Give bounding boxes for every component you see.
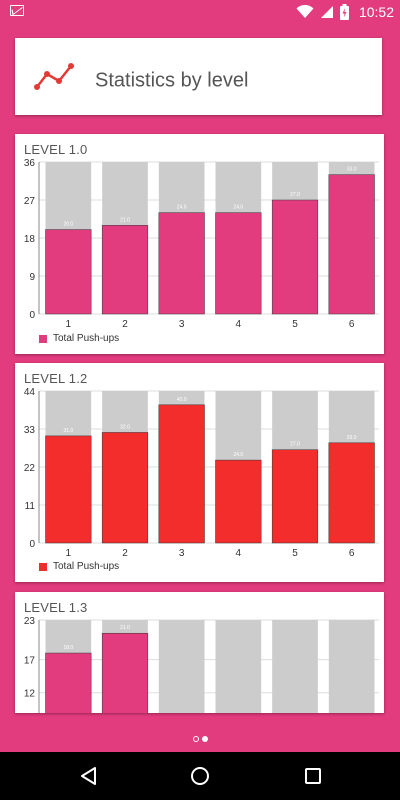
chart-legend: Total Push-ups xyxy=(39,561,119,572)
page-dot-2[interactable] xyxy=(201,736,208,742)
page-title: Statistics by level xyxy=(95,69,249,92)
x-tick-label: 1 xyxy=(66,319,72,330)
legend-label: Total Push-ups xyxy=(53,561,120,572)
bar xyxy=(271,449,319,544)
y-tick-label: 17 xyxy=(24,656,36,667)
bar xyxy=(271,199,319,315)
chart-card-level-1-2: LEVEL 1.2 44 33 22 11 0 31.0 1 32.0 2 40.0 3 24.0 4 2… xyxy=(15,363,384,582)
navigation-bar xyxy=(0,752,400,800)
bar xyxy=(45,652,92,713)
y-tick-label: 11 xyxy=(25,501,36,512)
wifi-icon xyxy=(296,5,314,18)
bar xyxy=(45,435,92,544)
x-tick-label: 2 xyxy=(122,319,128,330)
y-tick-label: 33 xyxy=(24,425,36,436)
bar-chart-level-1-0: 36 27 18 9 0 20.0 1 21.0 2 24.0 3 24.0 4 27.0 5 33.0 6 xyxy=(24,158,379,330)
line-chart-icon xyxy=(34,63,74,90)
bar xyxy=(101,432,149,544)
bar-value-label: 18.0 xyxy=(63,645,73,651)
chart-card-level-1-0: LEVEL 1.0 36 27 18 9 0 20.0 1 21.0 2 24.0 3 24.0 4 27… xyxy=(15,134,384,354)
y-tick-label: 36 xyxy=(24,158,36,169)
bar xyxy=(328,174,375,315)
bar-max xyxy=(272,620,318,713)
legend-label: Total Push-ups xyxy=(53,333,120,344)
bar-chart-level-1-2: 44 33 22 11 0 31.0 1 32.0 2 40.0 3 24.0 4 27.0 5 29.0 6 xyxy=(24,387,379,559)
bar-value-label: 27.0 xyxy=(290,192,300,198)
chart-legend: Total Push-ups xyxy=(39,333,119,344)
bar xyxy=(328,442,375,544)
bar-value-label: 21.0 xyxy=(120,217,130,223)
bar-value-label: 24.0 xyxy=(233,205,243,211)
x-tick-label: 3 xyxy=(179,548,185,559)
x-tick-label: 2 xyxy=(122,548,128,559)
gmail-icon xyxy=(10,5,24,16)
bar-value-label: 29.0 xyxy=(347,435,357,441)
bar-value-label: 20.0 xyxy=(63,222,73,228)
battery-icon xyxy=(339,4,349,20)
bar xyxy=(158,212,205,315)
bar xyxy=(101,225,149,315)
y-tick-label: 27 xyxy=(24,196,36,207)
bar-max xyxy=(328,620,375,713)
x-tick-label: 4 xyxy=(236,548,242,559)
bar-value-label: 27.0 xyxy=(290,442,300,448)
legend-swatch xyxy=(39,334,47,343)
bar-max xyxy=(215,620,262,713)
x-tick-label: 1 xyxy=(66,548,72,559)
signal-icon xyxy=(320,6,333,18)
y-tick-label: 0 xyxy=(29,310,35,321)
clock: 10:52 xyxy=(358,4,394,20)
y-tick-label: 0 xyxy=(29,539,35,550)
status-bar: 10:52 xyxy=(0,0,400,24)
y-tick-label: 9 xyxy=(29,272,35,283)
bar xyxy=(215,212,262,315)
bar-value-label: 32.0 xyxy=(120,424,130,430)
bar-value-label: 40.0 xyxy=(177,397,187,403)
status-icons: 10:52 xyxy=(296,3,394,21)
bar xyxy=(45,229,92,315)
y-tick-label: 18 xyxy=(24,234,36,245)
legend-swatch xyxy=(39,562,47,571)
bar-value-label: 24.0 xyxy=(177,205,187,211)
page-indicator xyxy=(0,736,400,742)
level-title: LEVEL 1.0 xyxy=(24,142,88,157)
y-tick-label: 12 xyxy=(24,689,36,700)
y-tick-label: 44 xyxy=(24,387,36,398)
y-tick-label: 23 xyxy=(24,616,36,627)
bar-max xyxy=(158,620,205,713)
level-title: LEVEL 1.3 xyxy=(24,600,88,615)
x-tick-label: 4 xyxy=(236,319,242,330)
bar xyxy=(101,632,149,713)
page-dot-1[interactable] xyxy=(192,736,199,742)
x-tick-label: 5 xyxy=(292,548,298,559)
back-icon[interactable] xyxy=(79,766,99,786)
x-tick-label: 6 xyxy=(349,548,355,559)
x-tick-label: 3 xyxy=(179,319,185,330)
bar xyxy=(158,404,205,544)
level-title: LEVEL 1.2 xyxy=(24,371,88,386)
bar-value-label: 24.0 xyxy=(233,452,243,458)
bar xyxy=(215,459,262,544)
x-tick-label: 5 xyxy=(292,319,298,330)
home-icon[interactable] xyxy=(190,766,210,786)
bar-value-label: 21.0 xyxy=(120,625,130,631)
bar-value-label: 31.0 xyxy=(63,428,73,434)
header-card: Statistics by level xyxy=(15,38,382,115)
bar-value-label: 33.0 xyxy=(347,167,357,173)
x-tick-label: 6 xyxy=(349,319,355,330)
y-tick-label: 22 xyxy=(24,463,36,474)
recents-icon[interactable] xyxy=(304,766,322,786)
